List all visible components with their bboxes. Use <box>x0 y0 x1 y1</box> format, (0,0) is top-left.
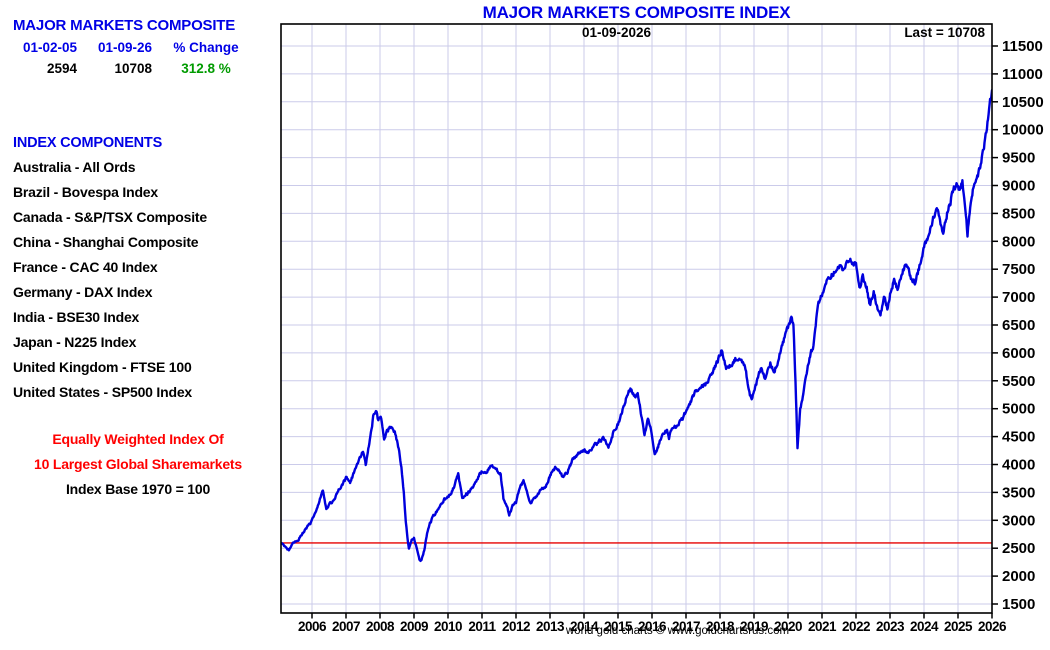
composite-index-price-line <box>281 89 992 563</box>
y-axis-tick-label: 5000 <box>1002 401 1035 418</box>
y-axis-tick-label: 2500 <box>1002 540 1035 557</box>
x-axis-tick-label: 2019 <box>740 619 768 634</box>
index-component-item: United Kingdom - FTSE 100 <box>13 359 192 375</box>
index-component-item: Australia - All Ords <box>13 159 136 175</box>
index-component-item: Canada - S&P/TSX Composite <box>13 209 207 225</box>
y-axis-tick-label: 1500 <box>1002 596 1035 613</box>
stat-start-date: 01-02-05 <box>22 40 77 55</box>
y-axis-tick-label: 8000 <box>1002 233 1035 250</box>
index-component-item: India - BSE30 Index <box>13 309 140 325</box>
note-line-1: Equally Weighted Index Of <box>52 431 224 447</box>
y-axis-tick-label: 8500 <box>1002 205 1035 222</box>
x-axis-tick-label: 2020 <box>774 619 802 634</box>
components-list: Australia - All Ords Brazil - Bovespa Ind… <box>13 155 207 405</box>
y-axis-tick-label: 7500 <box>1002 261 1035 278</box>
x-axis-tick-label: 2012 <box>502 619 530 634</box>
y-axis-tick-label: 10500 <box>1002 94 1044 111</box>
y-axis-tick-label: 6500 <box>1002 317 1035 334</box>
y-axis-tick-label: 10000 <box>1002 122 1044 139</box>
index-component-item: France - CAC 40 Index <box>13 259 158 275</box>
x-axis-tick-label: 2015 <box>604 619 633 634</box>
chart-footer-credit: world gold charts © www.goldchartsrus.co… <box>565 625 790 637</box>
x-axis-tick-label: 2025 <box>944 619 973 634</box>
x-axis-tick-label: 2014 <box>570 619 599 634</box>
y-axis-tick-label: 6000 <box>1002 345 1035 362</box>
y-axis-tick-label: 2000 <box>1002 568 1035 585</box>
x-axis-tick-label: 2013 <box>536 619 565 634</box>
components-heading: INDEX COMPONENTS <box>13 135 163 151</box>
x-axis-tick-label: 2023 <box>876 619 905 634</box>
index-component-item: Germany - DAX Index <box>13 284 153 300</box>
panel-title: MAJOR MARKETS COMPOSITE <box>13 17 236 34</box>
y-axis-tick-label: 7000 <box>1002 289 1035 306</box>
y-axis-tick-label: 5500 <box>1002 373 1035 390</box>
x-axis-tick-label: 2017 <box>672 619 700 634</box>
x-axis-tick-label: 2011 <box>468 619 496 634</box>
y-axis-tick-label: 9000 <box>1002 178 1035 195</box>
plot-border <box>280 23 993 614</box>
y-axis-tick-label: 4000 <box>1002 457 1035 474</box>
x-axis-tick-label: 2006 <box>298 619 327 634</box>
y-axis-tick-label: 11000 <box>1002 66 1043 83</box>
note-line-3: Index Base 1970 = 100 <box>65 481 211 497</box>
index-notes: Equally Weighted Index Of 10 Largest Glo… <box>0 427 276 502</box>
x-axis-tick-label: 2010 <box>434 619 462 634</box>
index-component-item: Brazil - Bovespa Index <box>13 184 158 200</box>
chart-last-value-annotation: Last = 10708 <box>904 25 985 40</box>
chart-title: MAJOR MARKETS COMPOSITE INDEX <box>482 3 791 22</box>
x-axis-tick-label: 2009 <box>400 619 428 634</box>
x-axis-tick-label: 2007 <box>332 619 360 634</box>
y-axis-tick-label: 3500 <box>1002 484 1035 501</box>
index-component-item: China - Shanghai Composite <box>13 234 199 250</box>
y-axis-tick-label: 4500 <box>1002 429 1035 446</box>
chart-date-annotation: 01-09-2026 <box>582 25 652 40</box>
y-axis-tick-label: 9500 <box>1002 150 1035 167</box>
x-axis-tick-label: 2021 <box>808 619 837 634</box>
y-axis-tick-label: 3000 <box>1002 512 1035 529</box>
x-axis-tick-label: 2016 <box>638 619 667 634</box>
index-component-item: Japan - N225 Index <box>13 334 137 350</box>
x-axis-tick-label: 2022 <box>842 619 870 634</box>
x-axis-tick-label: 2008 <box>366 619 395 634</box>
stat-change-value: 312.8 % <box>181 61 231 76</box>
stat-end-date: 01-09-26 <box>97 40 152 55</box>
index-component-item: United States - SP500 Index <box>13 384 192 400</box>
stat-start-value: 2594 <box>46 61 77 76</box>
stat-end-value: 10708 <box>114 61 152 76</box>
stat-change-label: % Change <box>173 40 239 55</box>
x-axis-tick-label: 2018 <box>706 619 735 634</box>
y-axis-tick-label: 11500 <box>1002 38 1043 55</box>
x-axis-tick-label: 2024 <box>910 619 939 634</box>
x-axis-tick-label: 2026 <box>978 619 1007 634</box>
note-line-2: 10 Largest Global Sharemarkets <box>34 456 242 472</box>
